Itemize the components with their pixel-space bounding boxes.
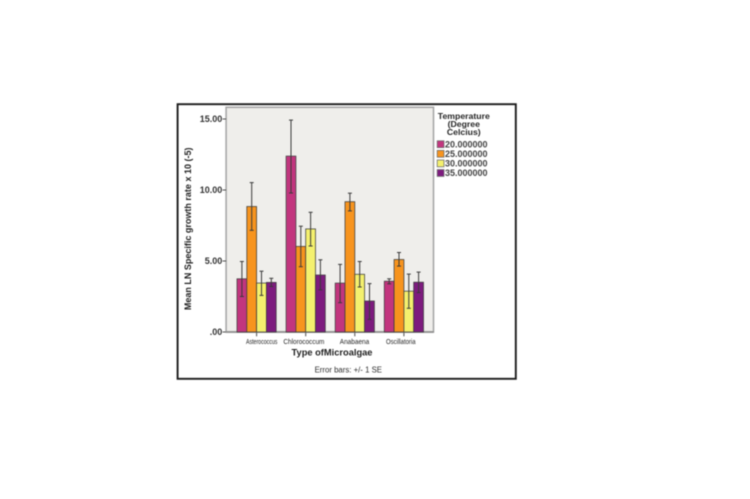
svg-text:10.00: 10.00 (200, 185, 223, 195)
svg-text:Asterococcus: Asterococcus (246, 339, 278, 346)
svg-text:5.00: 5.00 (205, 256, 223, 266)
svg-text:Anabaena: Anabaena (340, 339, 370, 346)
svg-text:Oscillatoria: Oscillatoria (386, 339, 416, 346)
svg-text:35.000000: 35.000000 (445, 168, 488, 178)
svg-text:.00: .00 (210, 327, 223, 337)
svg-text:30.000000: 30.000000 (445, 159, 488, 169)
svg-text:Type ofMicroalgae: Type ofMicroalgae (292, 347, 373, 357)
svg-text:15.00: 15.00 (200, 114, 223, 124)
svg-text:Celcius): Celcius) (447, 127, 481, 137)
svg-text:Error bars: +/- 1 SE: Error bars: +/- 1 SE (315, 366, 382, 375)
svg-text:25.000000: 25.000000 (445, 149, 488, 159)
svg-text:Mean LN Specific growth rate x: Mean LN Specific growth rate x 10 (-5) (183, 148, 193, 311)
svg-text:(Degree: (Degree (448, 119, 481, 129)
svg-text:Chlorococcum: Chlorococcum (283, 339, 324, 346)
svg-text:20.000000: 20.000000 (445, 139, 488, 149)
svg-text:Temperature: Temperature (438, 111, 490, 121)
